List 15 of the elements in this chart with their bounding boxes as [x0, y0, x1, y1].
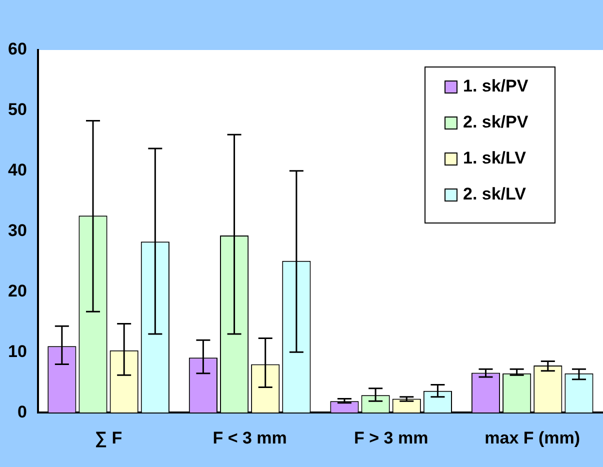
y-tick-label: 0: [17, 402, 27, 422]
x-tick-label: max F (mm): [484, 428, 580, 448]
y-tick-label: 50: [8, 100, 27, 120]
legend-label: 1. sk/PV: [463, 76, 529, 96]
y-tick-label: 10: [8, 342, 27, 361]
y-tick-label: 60: [8, 40, 27, 59]
legend-label: 2. sk/PV: [463, 112, 529, 132]
y-tick-label: 40: [8, 160, 27, 180]
x-tick-label: F > 3 mm: [354, 428, 428, 448]
legend-label: 2. sk/LV: [463, 184, 527, 204]
x-tick-label: F < 3 mm: [212, 428, 287, 448]
y-tick-label: 20: [8, 281, 27, 300]
x-tick-label: ∑ F: [94, 428, 122, 448]
y-tick-label: 30: [8, 220, 27, 240]
legend-label: 1. sk/LV: [463, 148, 527, 168]
